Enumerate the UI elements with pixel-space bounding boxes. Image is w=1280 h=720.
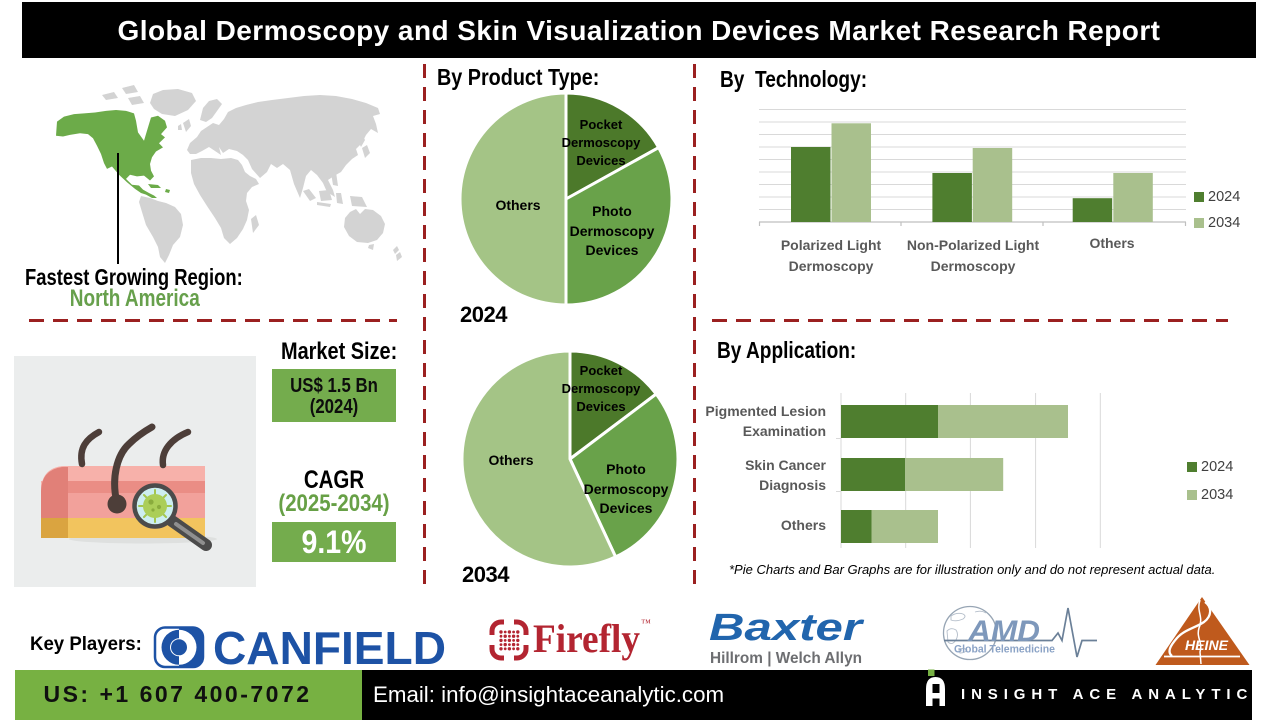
svg-text:CANFIELD: CANFIELD [213, 622, 446, 674]
svg-text:Global Telemedicine: Global Telemedicine [954, 644, 1055, 656]
svg-text:Hillrom | Welch Allyn: Hillrom | Welch Allyn [710, 650, 862, 667]
svg-text:Firefly: Firefly [533, 616, 640, 661]
svg-text:HEINE: HEINE [1185, 637, 1229, 653]
svg-text:AMD: AMD [967, 615, 1040, 648]
svg-text:™: ™ [641, 618, 651, 629]
svg-text:Baxter: Baxter [709, 607, 865, 649]
